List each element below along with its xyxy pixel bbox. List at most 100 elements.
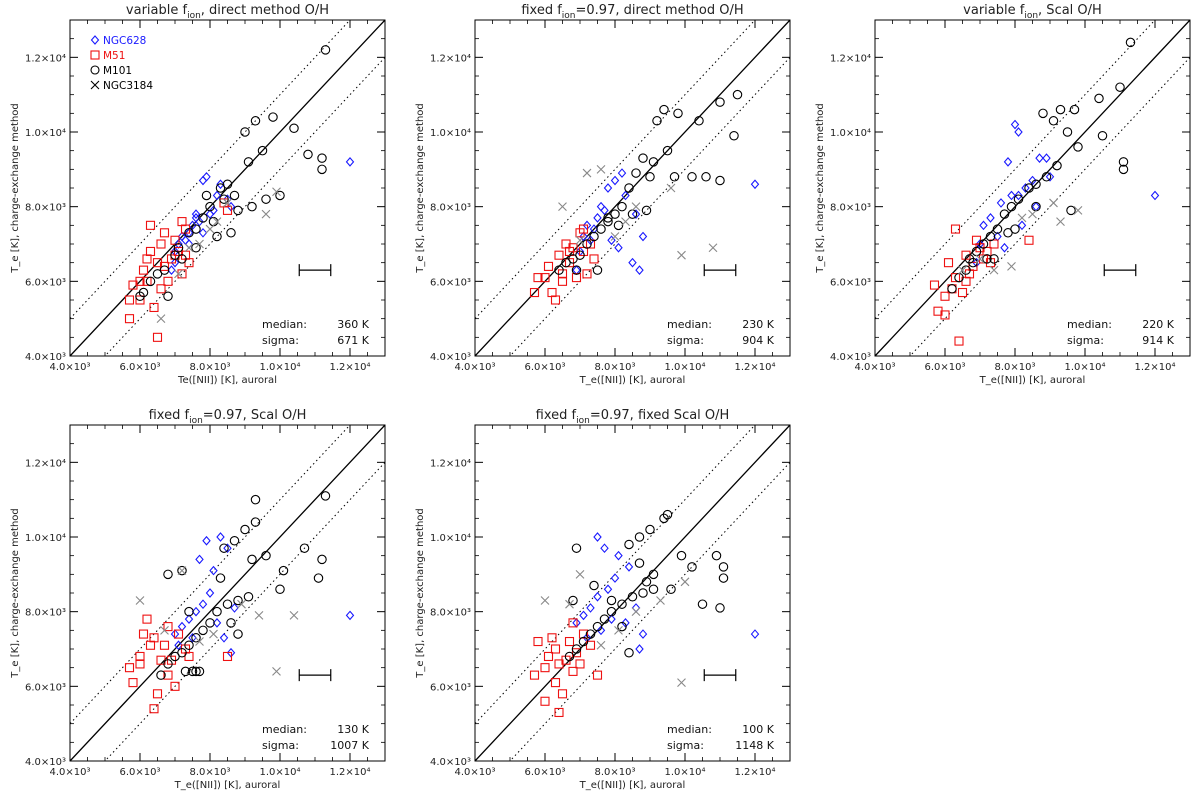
point-ngc628	[1014, 190, 1023, 201]
point-m101	[261, 550, 271, 561]
one-to-one-line	[875, 20, 1190, 356]
point-m101	[989, 254, 999, 264]
point-m51	[135, 651, 145, 662]
upper-offset-line	[70, 425, 351, 725]
point-m51	[529, 287, 540, 298]
median-label: median:	[667, 318, 712, 331]
point-ngc3184	[135, 596, 145, 605]
point-ngc3184	[1028, 209, 1037, 219]
point-m51	[149, 302, 159, 313]
point-m101	[687, 562, 697, 572]
sigma-value: 914 K	[1142, 334, 1174, 347]
x-tick-label: 8.0×10³	[189, 362, 230, 373]
one-to-one-line	[475, 20, 790, 356]
point-m101	[198, 213, 208, 223]
x-tick-label: 4.0×10³	[454, 767, 495, 778]
sigma-label: sigma:	[262, 739, 299, 752]
y-tick-label: 8.0×10³	[430, 608, 471, 619]
point-m101	[205, 201, 215, 212]
point-ngc628	[624, 562, 634, 572]
point-m101	[641, 577, 652, 587]
point-m51	[929, 280, 940, 290]
point-m101	[694, 116, 704, 126]
point-ngc3184	[212, 217, 222, 226]
point-m51	[554, 707, 564, 718]
point-m101	[317, 164, 327, 175]
point-m101	[229, 190, 240, 201]
point-ngc628	[635, 265, 644, 275]
y-tick-label: 1.2×10⁴	[25, 458, 66, 469]
sigma-value: 671 K	[337, 334, 369, 347]
point-ngc628	[600, 205, 609, 216]
y-tick-label: 4.0×10³	[25, 757, 66, 768]
point-ngc628	[600, 543, 609, 554]
point-m51	[163, 276, 173, 286]
point-ngc3184	[1073, 206, 1083, 215]
point-m101	[1069, 104, 1080, 115]
point-ngc628	[181, 235, 190, 246]
point-ngc628	[1010, 119, 1020, 130]
point-m101	[212, 606, 222, 617]
point-m101	[659, 513, 669, 524]
y-tick-label: 4.0×10³	[830, 352, 871, 363]
point-m51	[170, 681, 180, 691]
point-ngc3184	[958, 265, 967, 275]
legend-cross-icon	[90, 80, 100, 90]
point-ngc3184	[621, 217, 630, 226]
point-m101	[317, 554, 327, 565]
x-tick-label: 1.2×10⁴	[329, 767, 370, 778]
point-m51	[156, 284, 166, 294]
y-axis-label: T_e [K], charge-exchange method	[415, 508, 426, 678]
point-m51	[550, 295, 561, 305]
median-value: 360 K	[337, 318, 369, 331]
point-m51	[578, 629, 589, 639]
lower-offset-line	[509, 461, 790, 761]
y-tick-label: 6.0×10³	[830, 277, 871, 288]
point-ngc628	[579, 610, 588, 621]
point-m101	[589, 580, 599, 591]
point-ngc628	[1028, 175, 1037, 186]
x-tick-label: 6.0×10³	[524, 362, 565, 373]
point-m51	[575, 659, 585, 669]
point-m101	[163, 659, 173, 669]
point-m51	[982, 246, 992, 257]
point-m101	[982, 254, 992, 264]
y-axis-label: T_e [K], charge-exchange method	[415, 103, 426, 273]
point-m101	[666, 584, 676, 595]
point-m101	[697, 599, 708, 609]
point-m101	[571, 644, 582, 654]
point-m51	[1024, 235, 1034, 245]
point-ngc628	[1017, 220, 1027, 231]
point-m101	[184, 228, 194, 238]
x-tick-label: 6.0×10³	[524, 767, 565, 778]
point-m51	[568, 666, 578, 676]
point-m51	[170, 235, 180, 245]
point-m101	[135, 291, 145, 302]
point-m101	[645, 524, 655, 535]
point-m51	[145, 246, 156, 257]
legend-label: NGC628	[103, 35, 146, 47]
point-ngc628	[191, 606, 201, 617]
median-value: 220 K	[1142, 318, 1174, 331]
y-tick-label: 6.0×10³	[430, 682, 471, 693]
point-m51	[564, 246, 575, 257]
point-m101	[578, 636, 589, 647]
point-m101	[718, 573, 729, 583]
x-axis-label: T_e([NII]) [K], auroral	[579, 780, 686, 791]
x-tick-label: 4.0×10³	[49, 767, 90, 778]
point-m101	[180, 666, 191, 677]
point-m101	[1073, 142, 1083, 152]
point-m101	[603, 213, 613, 223]
point-m51	[585, 640, 596, 650]
point-ngc628	[198, 175, 208, 186]
point-m101	[243, 157, 254, 167]
point-m51	[135, 276, 145, 286]
point-m51	[582, 269, 592, 279]
point-m101	[275, 584, 285, 595]
point-ngc628	[596, 625, 606, 636]
point-m101	[191, 633, 201, 643]
sigma-value: 904 K	[742, 334, 774, 347]
point-ngc3184	[272, 187, 281, 197]
point-m101	[1066, 205, 1076, 216]
point-m101	[638, 153, 648, 163]
